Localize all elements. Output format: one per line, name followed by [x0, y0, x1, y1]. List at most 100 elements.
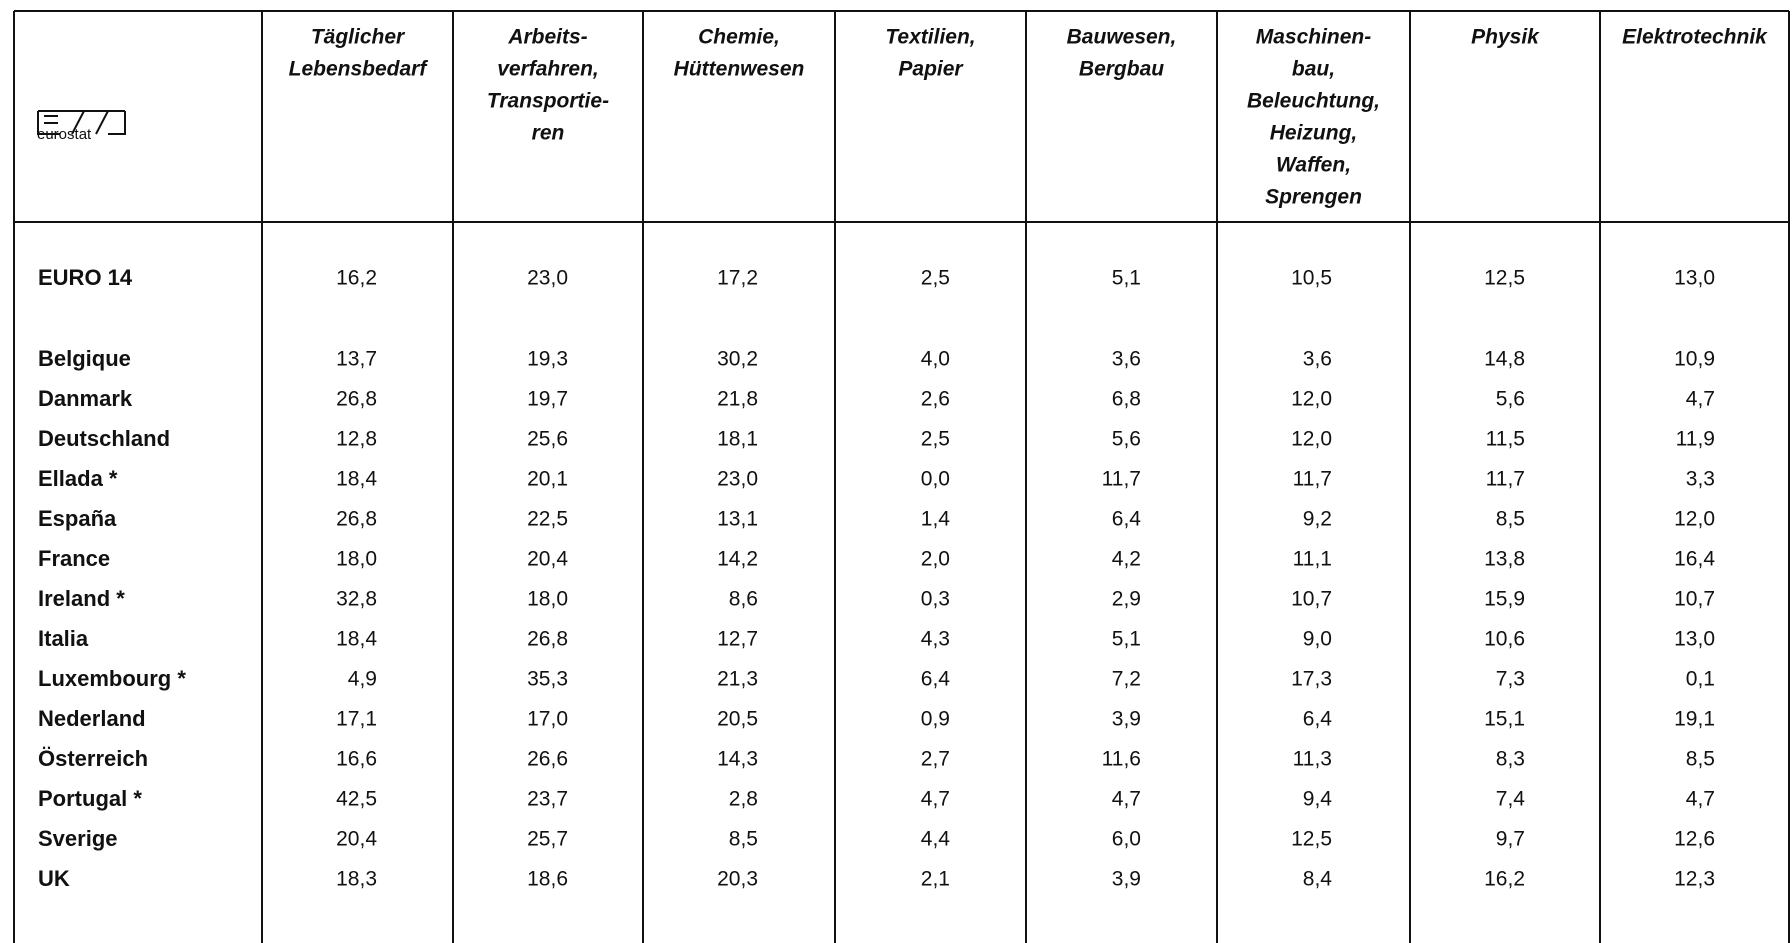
eurostat-logo: [37, 110, 126, 135]
cell-value: 2,6: [921, 388, 950, 411]
cell-value: 26,8: [336, 508, 377, 531]
cell-value: 16,2: [336, 267, 377, 290]
row-label: Nederland: [38, 706, 146, 731]
logo-text: eurostat: [37, 126, 92, 143]
cell-value: 10,7: [1291, 588, 1332, 611]
cell-value: 42,5: [336, 788, 377, 811]
cell-value: 6,4: [921, 668, 951, 691]
row-label: EURO 14: [38, 265, 133, 290]
logo-frame: [108, 111, 126, 135]
cell-value: 16,2: [1484, 868, 1525, 891]
column-header: Maschinen-: [1256, 26, 1372, 49]
cell-value: 10,5: [1291, 267, 1332, 290]
cell-value: 0,0: [921, 468, 950, 491]
cell-value: 8,5: [729, 828, 758, 851]
cell-value: 7,3: [1496, 668, 1525, 691]
cell-value: 13,0: [1674, 628, 1715, 651]
cell-value: 13,0: [1674, 267, 1715, 290]
cell-value: 2,8: [729, 788, 758, 811]
cell-value: 3,3: [1686, 468, 1715, 491]
cell-value: 10,7: [1674, 588, 1715, 611]
cell-value: 3,9: [1112, 708, 1141, 731]
row-label: Portugal *: [38, 786, 142, 811]
cell-value: 18,3: [336, 868, 377, 891]
column-header: Bauwesen,: [1067, 26, 1177, 49]
cell-value: 2,9: [1112, 588, 1141, 611]
column-header: Bergbau: [1079, 58, 1164, 81]
cell-value: 11,7: [1102, 468, 1141, 491]
cell-value: 9,7: [1496, 828, 1525, 851]
cell-value: 8,4: [1303, 868, 1333, 891]
cell-value: 9,0: [1303, 628, 1332, 651]
cell-value: 16,4: [1674, 548, 1715, 571]
cell-value: 22,5: [527, 508, 568, 531]
cell-value: 12,5: [1291, 828, 1332, 851]
column-header: Hüttenwesen: [674, 58, 805, 81]
column-header: bau,: [1292, 58, 1335, 81]
cell-value: 12,0: [1291, 388, 1332, 411]
row-label: UK: [38, 866, 70, 891]
cell-value: 7,2: [1112, 668, 1141, 691]
cell-value: 2,5: [921, 267, 950, 290]
cell-value: 19,7: [527, 388, 568, 411]
cell-value: 12,5: [1484, 267, 1525, 290]
column-header: Textilien,: [885, 26, 975, 49]
cell-value: 11,6: [1102, 748, 1141, 771]
cell-value: 2,5: [921, 428, 950, 451]
cell-value: 0,1: [1686, 668, 1715, 691]
cell-value: 11,7: [1293, 468, 1332, 491]
cell-value: 25,6: [527, 428, 568, 451]
cell-value: 23,0: [527, 267, 568, 290]
row-label: Luxembourg *: [38, 666, 186, 691]
cell-value: 12,7: [717, 628, 758, 651]
cell-value: 9,4: [1303, 788, 1333, 811]
column-header: Beleuchtung,: [1247, 90, 1380, 113]
cell-value: 9,2: [1303, 508, 1332, 531]
logo-slash: [95, 110, 109, 135]
cell-value: 13,7: [336, 348, 377, 371]
cell-value: 26,8: [336, 388, 377, 411]
row-label: Österreich: [38, 746, 148, 771]
column-header: Transportie-: [487, 90, 609, 113]
cell-value: 2,7: [921, 748, 950, 771]
cell-value: 10,6: [1484, 628, 1525, 651]
cell-value: 14,3: [717, 748, 758, 771]
cell-value: 17,2: [717, 267, 758, 290]
cell-value: 18,0: [527, 588, 568, 611]
row-label: Danmark: [38, 386, 133, 411]
cell-value: 26,8: [527, 628, 568, 651]
cell-value: 18,4: [336, 468, 377, 491]
cell-value: 32,8: [336, 588, 377, 611]
cell-value: 30,2: [717, 348, 758, 371]
cell-value: 2,0: [921, 548, 950, 571]
cell-value: 0,9: [921, 708, 950, 731]
cell-value: 13,8: [1484, 548, 1525, 571]
column-header: verfahren,: [497, 58, 599, 81]
cell-value: 5,1: [1112, 628, 1141, 651]
cell-value: 4,3: [921, 628, 950, 651]
cell-value: 13,1: [717, 508, 758, 531]
column-header: Waffen,: [1276, 154, 1351, 177]
cell-value: 19,1: [1674, 708, 1715, 731]
cell-value: 18,1: [717, 428, 758, 451]
logo-frame: [37, 111, 60, 135]
cell-value: 17,3: [1291, 668, 1332, 691]
cell-value: 25,7: [527, 828, 568, 851]
cell-value: 15,1: [1484, 708, 1525, 731]
cell-value: 19,3: [527, 348, 568, 371]
cell-value: 2,1: [921, 868, 950, 891]
cell-value: 17,1: [336, 708, 377, 731]
cell-value: 3,9: [1112, 868, 1141, 891]
cell-value: 0,3: [921, 588, 950, 611]
cell-value: 6,8: [1112, 388, 1141, 411]
cell-value: 35,3: [527, 668, 568, 691]
column-header: Sprengen: [1265, 186, 1362, 209]
cell-value: 4,7: [1686, 388, 1715, 411]
cell-value: 12,0: [1674, 508, 1715, 531]
row-label: Sverige: [38, 826, 118, 851]
cell-value: 8,5: [1686, 748, 1715, 771]
cell-value: 4,9: [348, 668, 377, 691]
cell-value: 4,2: [1112, 548, 1141, 571]
column-header: Heizung,: [1270, 122, 1358, 145]
cell-value: 4,4: [921, 828, 951, 851]
